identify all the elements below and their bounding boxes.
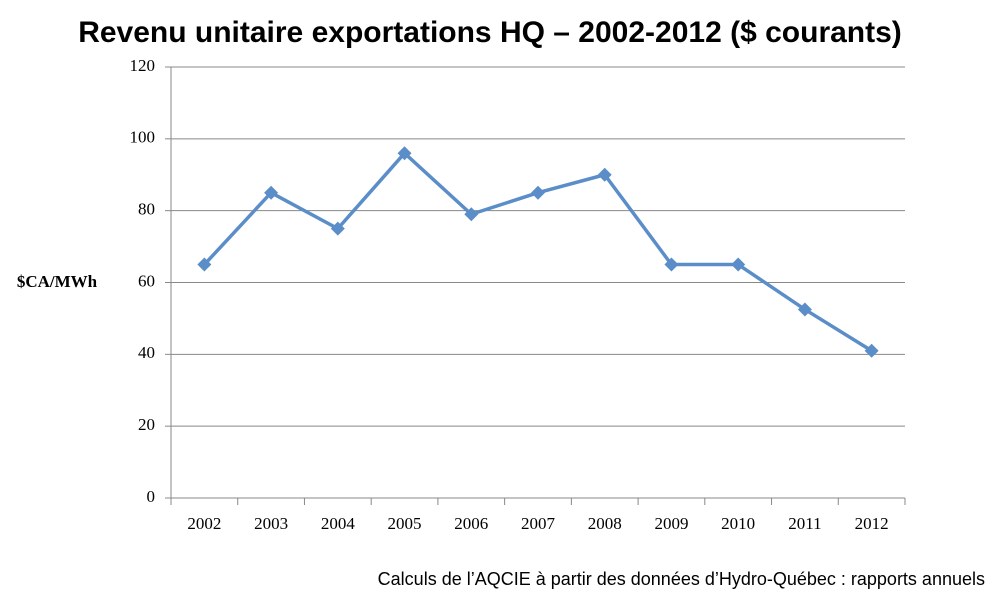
- x-tick-label: 2012: [855, 514, 889, 533]
- data-marker: [397, 146, 412, 161]
- x-tick-label: 2007: [521, 514, 556, 533]
- source-note: Calculs de l’AQCIE à partir des données …: [378, 569, 985, 589]
- x-tick-label: 2009: [654, 514, 688, 533]
- data-line: [203, 151, 873, 353]
- x-tick-label: 2002: [187, 514, 221, 533]
- data-marker: [864, 343, 879, 358]
- y-tick-label: 20: [138, 415, 155, 434]
- data-marker: [531, 185, 545, 200]
- data-marker: [197, 257, 212, 272]
- data-marker: [597, 167, 612, 182]
- data-marker: [731, 257, 746, 272]
- x-tick-label: 2005: [388, 514, 422, 533]
- y-tick-label: 0: [147, 487, 156, 506]
- x-tick-label: 2006: [454, 514, 488, 533]
- y-tick-label: 40: [138, 343, 155, 362]
- x-tick-label: 2003: [254, 514, 288, 533]
- y-tick-label: 120: [130, 56, 156, 75]
- x-tick-label: 2011: [788, 514, 821, 533]
- x-tick-label: 2004: [321, 514, 356, 533]
- y-tick-label: 100: [130, 128, 156, 147]
- data-marker: [264, 185, 279, 200]
- data-marker: [797, 302, 812, 317]
- chart-title: Revenu unitaire exportations HQ – 2002-2…: [78, 16, 902, 49]
- y-tick-label: 80: [138, 200, 155, 219]
- y-axis-label: $CA/MWh: [17, 272, 98, 291]
- data-marker: [464, 207, 479, 222]
- x-tick-label: 2008: [588, 514, 622, 533]
- y-tick-label: 60: [138, 271, 155, 290]
- x-tick-label: 2010: [721, 514, 755, 533]
- data-marker: [330, 221, 345, 236]
- data-marker: [664, 257, 679, 272]
